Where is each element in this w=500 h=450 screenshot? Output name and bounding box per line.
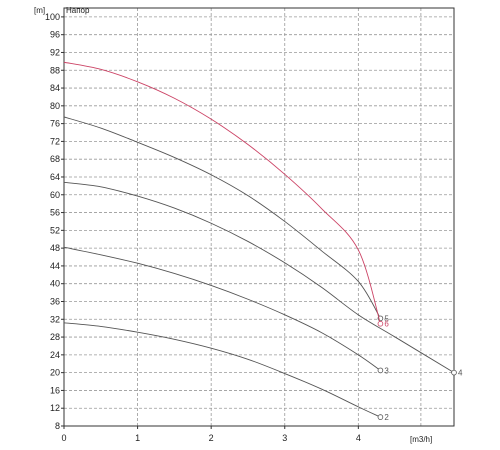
y-tick-label: 60 [50,190,60,200]
y-tick-label: 92 [50,47,60,57]
y-tick-label: 44 [50,261,60,271]
curve-label-3: 3 [384,366,389,375]
curve-label-6: 6 [384,320,389,329]
y-tick-label: 96 [50,30,60,40]
curve-end-marker-2 [377,414,384,420]
y-tick-label: 24 [50,350,60,360]
curve-4 [63,181,455,374]
curve-2 [63,322,381,418]
y-tick-labels: 8 12 16 20 24 28 32 36 40 44 48 52 56 60 64 68 72 76 80 84 8… [45,12,60,431]
curve-5 [63,116,381,319]
curve-end-marker-3 [377,367,384,374]
curve-label-5: 5 [384,314,389,323]
curve-end-marker-6 [377,320,384,327]
curve-label-4: 4 [458,369,463,378]
y-tick-label: 16 [50,385,60,395]
y-tick-label: 36 [50,296,60,306]
x-tick-labels: 0 1 2 3 4 [61,433,360,443]
x-tick-label: 1 [135,433,140,443]
x-tick-label: 4 [356,433,361,443]
y-tick-label: 52 [50,225,60,235]
axes [61,7,455,429]
y-tick-label: 20 [50,368,60,378]
chart-title: Напор [66,6,90,15]
y-axis-label: [m] [34,6,45,15]
y-tick-label: 8 [55,421,60,431]
y-tick-label: 40 [50,279,60,289]
x-tick-label: 2 [209,433,214,443]
y-tick-label: 76 [50,119,60,129]
x-tick-label: 3 [282,433,287,443]
y-tick-label: 48 [50,243,60,253]
curve-label-2: 2 [384,413,389,422]
x-axis-label: [m3/h] [410,435,432,444]
grid-lines [64,8,454,427]
y-tick-label: 80 [50,101,60,111]
curve-6 [63,61,381,324]
curves: 2 3 4 56 [63,61,463,422]
y-tick-label: 12 [50,403,60,413]
y-tick-label: 88 [50,65,60,75]
y-tick-label: 28 [50,332,60,342]
curve-3 [63,246,381,371]
y-tick-label: 68 [50,154,60,164]
y-tick-label: 72 [50,136,60,146]
curve-end-marker-4 [451,369,457,376]
plot-frame [63,7,455,427]
y-tick-label: 56 [50,208,60,218]
y-tick-label: 84 [50,83,60,93]
x-tick-label: 0 [61,433,66,443]
y-tick-label: 100 [45,12,60,22]
y-tick-label: 64 [50,172,60,182]
y-tick-label: 32 [50,314,60,324]
